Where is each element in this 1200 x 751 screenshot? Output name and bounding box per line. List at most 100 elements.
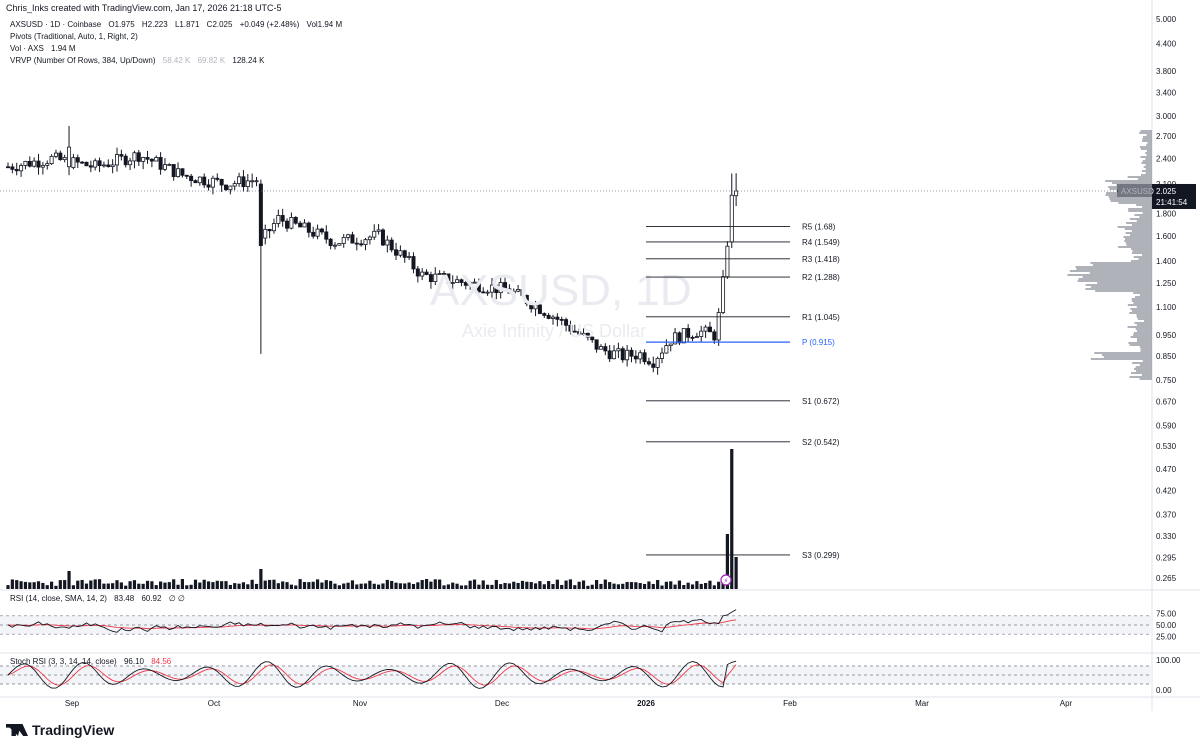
vrvp-row	[1136, 338, 1152, 340]
candle-body	[459, 279, 464, 283]
candle-body	[616, 348, 621, 352]
price-axis-tick: 2.400	[1156, 155, 1177, 164]
volume-bar	[202, 579, 206, 589]
vrvp-row	[1069, 270, 1152, 272]
vrvp-row	[1108, 196, 1152, 198]
symbol-legend-row[interactable]: AXSUSD · 1D · Coinbase O1.975 H2.223 L1.…	[10, 20, 343, 29]
volume-bar	[403, 583, 407, 589]
candle-body	[53, 152, 58, 157]
candle-body	[167, 164, 172, 166]
vrvp-row	[1145, 164, 1152, 166]
candle-body	[651, 363, 656, 368]
pivot-label-r5: R5 (1.68)	[802, 223, 836, 232]
volume-bar	[381, 583, 385, 589]
price-axis-tick: 0.850	[1156, 352, 1177, 361]
candle-body	[40, 164, 45, 168]
candle-body	[332, 244, 337, 247]
price-axis-tick: 2.700	[1156, 132, 1177, 141]
candle-body	[603, 346, 608, 352]
pivot-label-r4: R4 (1.549)	[802, 238, 840, 247]
vrvp-row	[1140, 156, 1152, 158]
volume-bar	[490, 584, 494, 589]
candle-body	[725, 245, 730, 278]
vrvp-row	[1131, 298, 1152, 300]
volume-bar	[581, 580, 586, 589]
vrvp-row	[1116, 184, 1152, 186]
volume-bar	[220, 581, 224, 589]
volume-bar	[394, 582, 398, 589]
volume-bar	[464, 585, 468, 589]
candle-body	[258, 183, 263, 246]
candle-body	[276, 215, 281, 224]
volume-legend-row[interactable]: Vol · AXS 1.94 M	[10, 44, 76, 53]
candle-body	[729, 194, 734, 243]
candle-body	[546, 314, 551, 319]
volume-bar	[54, 585, 58, 589]
event-icon	[720, 574, 732, 586]
vrvp-row	[1117, 190, 1152, 192]
volume-bar	[311, 581, 315, 589]
vrvp-row	[1131, 230, 1152, 232]
volume-bar	[224, 581, 228, 589]
time-axis-tick: Sep	[65, 699, 80, 708]
vrvp-row	[1136, 220, 1152, 222]
candle-body	[428, 274, 433, 283]
volume-bar	[590, 584, 594, 589]
candle-body	[241, 176, 246, 188]
candle-body	[721, 276, 726, 313]
vrvp-row	[1145, 168, 1152, 170]
vrvp-row	[1129, 344, 1152, 346]
candle-body	[511, 290, 516, 294]
candle-body	[289, 217, 294, 229]
vrvp-row	[1117, 226, 1152, 228]
vrvp-legend-row[interactable]: VRVP (Number Of Rows, 384, Up/Down) 58.4…	[10, 56, 265, 65]
vrvp-row	[1143, 320, 1152, 322]
volume-bar	[141, 583, 145, 589]
volume-bar	[106, 583, 110, 589]
price-axis-tick: 4.400	[1156, 39, 1177, 48]
candle-body	[32, 160, 37, 167]
candle-body	[6, 166, 11, 169]
vrvp-row	[1135, 366, 1152, 368]
pivot-levels: R5 (1.68) R4 (1.549) R3 (1.418) R2 (1.288) R…	[646, 223, 840, 560]
volume-bar	[63, 580, 67, 589]
vrvp-row	[1118, 246, 1152, 248]
candle-body	[293, 217, 298, 224]
volume-bar	[329, 580, 333, 589]
vrvp-row	[1136, 340, 1152, 342]
volume-bar	[320, 582, 324, 589]
vrvp-row	[1135, 370, 1152, 372]
candle-body	[62, 157, 67, 161]
vrvp-row	[1129, 376, 1152, 378]
vrvp-row	[1128, 210, 1152, 212]
candle-body	[437, 273, 442, 275]
volume-bar	[185, 585, 189, 589]
candle-body	[542, 313, 547, 316]
vrvp-row	[1129, 312, 1152, 314]
candle-body	[450, 282, 455, 284]
vrvp-row	[1133, 292, 1152, 294]
candle-body	[184, 174, 189, 177]
vrvp-row	[1139, 346, 1152, 348]
price-axis-tick: 3.000	[1156, 112, 1177, 121]
rsi-legend[interactable]: RSI (14, close, SMA, 14, 2) 83.48 60.92 …	[10, 594, 185, 603]
candle-body	[197, 176, 202, 184]
volume-bar	[568, 579, 573, 589]
stoch-rsi-legend[interactable]: Stoch RSI (3, 3, 14, 14, close) 96.10 84…	[10, 657, 172, 666]
vrvp-row	[1141, 374, 1152, 376]
candle-body	[585, 332, 590, 338]
vrvp-row	[1128, 342, 1152, 344]
pivot-label-s1: S1 (0.672)	[802, 397, 840, 406]
vrvp-row	[1133, 302, 1152, 304]
candle-body	[367, 236, 372, 241]
price-axis-tick: 0.330	[1156, 532, 1177, 541]
rsi-axis-tick: 75.00	[1156, 610, 1177, 619]
price-axis-tick: 3.800	[1156, 67, 1177, 76]
pivots-legend-row[interactable]: Pivots (Traditional, Auto, 1, Right, 2)	[10, 32, 138, 41]
candle-body	[123, 155, 128, 166]
candle-body	[71, 157, 76, 168]
candle-body	[263, 228, 268, 239]
stoch-k-line	[7, 660, 737, 689]
candle-body	[45, 163, 50, 166]
